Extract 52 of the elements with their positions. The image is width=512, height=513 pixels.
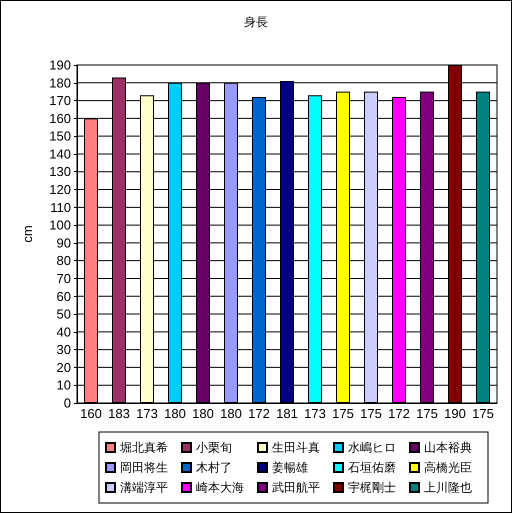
x-tick-label: 175 <box>332 406 354 421</box>
x-tick-label: 175 <box>360 406 382 421</box>
y-tick-label: 150 <box>49 128 71 144</box>
legend-label: 溝端淳平 <box>120 480 168 494</box>
y-tick-label: 110 <box>50 200 71 215</box>
x-tick-label: 180 <box>220 406 242 421</box>
y-tick-label: 80 <box>56 253 71 268</box>
legend-label: 山本裕典 <box>424 440 472 454</box>
x-tick-label: 172 <box>388 406 410 421</box>
y-tick-label: 0 <box>64 396 71 410</box>
legend-label: 木村了 <box>196 460 232 474</box>
legend-label: 上川隆也 <box>424 480 472 494</box>
y-tick-label: 120 <box>49 182 71 198</box>
legend-label: 姜暢雄 <box>272 460 308 474</box>
y-axis-title: cm <box>20 225 35 243</box>
y-tick-label: 30 <box>56 342 71 358</box>
y-tick-label: 160 <box>49 110 71 126</box>
x-tick-label: 160 <box>80 406 102 421</box>
x-tick-label: 173 <box>136 406 158 421</box>
y-tick-label: 70 <box>56 270 71 286</box>
y-tick-label: 100 <box>49 218 71 233</box>
legend-label: 生田斗真 <box>272 440 320 454</box>
legend-label: 水嶋ヒロ <box>348 440 396 454</box>
x-tick-label: 175 <box>472 406 494 421</box>
legend-label: 岡田将生 <box>120 460 168 474</box>
chart-title: 身長 <box>244 15 268 29</box>
legend-label: 高橋光臣 <box>424 460 472 474</box>
x-tick-label: 180 <box>192 406 214 421</box>
y-tick-label: 170 <box>49 93 71 108</box>
y-tick-label: 50 <box>56 306 71 322</box>
x-tick-label: 183 <box>108 406 130 421</box>
x-tick-label: 173 <box>304 406 326 421</box>
y-tick-label: 140 <box>49 146 71 162</box>
legend-label: 小栗旬 <box>196 440 232 454</box>
x-tick-label: 190 <box>444 406 466 421</box>
legend-label: 石垣佑磨 <box>348 460 396 474</box>
y-tick-label: 60 <box>56 288 71 304</box>
y-tick-label: 10 <box>56 378 71 393</box>
x-tick-label: 181 <box>276 406 298 421</box>
legend-label: 崎本大海 <box>196 480 244 494</box>
x-tick-label: 180 <box>164 406 186 421</box>
legend-label: 武田航平 <box>272 480 320 494</box>
y-tick-label: 190 <box>49 58 71 72</box>
y-tick-label: 130 <box>49 164 71 180</box>
x-tick-label: 175 <box>416 406 438 421</box>
x-tick-label: 172 <box>248 406 270 421</box>
y-tick-label: 90 <box>56 235 71 250</box>
y-tick-label: 40 <box>56 324 71 340</box>
y-tick-label: 180 <box>49 75 71 90</box>
legend-label: 堀北真希 <box>119 440 168 454</box>
y-tick-label: 20 <box>56 360 71 375</box>
legend-label: 宇梶剛士 <box>348 480 396 494</box>
